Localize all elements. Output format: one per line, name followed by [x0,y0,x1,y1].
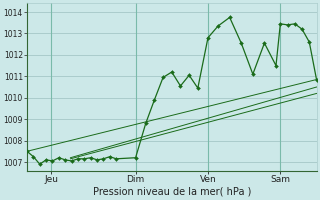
X-axis label: Pression niveau de la mer( hPa ): Pression niveau de la mer( hPa ) [92,187,251,197]
